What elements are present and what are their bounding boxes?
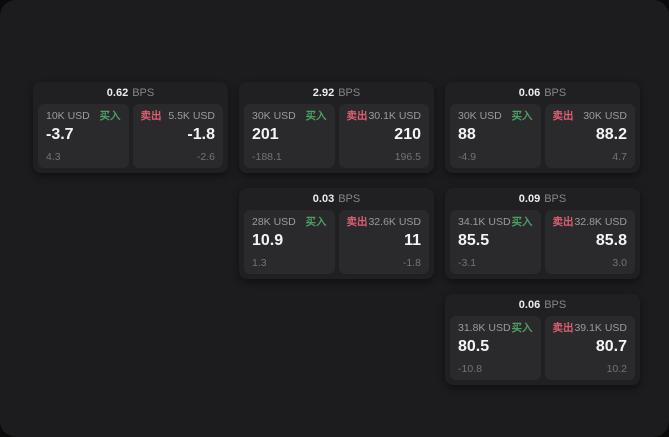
card-header: 0.06 BPS: [450, 82, 635, 104]
buy-amount: 30K USD: [252, 110, 296, 122]
sell-label: 卖出: [552, 322, 574, 334]
buy-price: 201: [252, 126, 279, 143]
sell-change: 4.7: [612, 151, 627, 163]
sell-price: 80.7: [595, 338, 627, 355]
sell-label: 卖出: [552, 110, 574, 122]
sell-label: 卖出: [346, 216, 368, 228]
buy-panel[interactable]: 31.8K USD 买入 80.5 -10.8: [450, 316, 541, 380]
sell-change: -1.8: [402, 257, 421, 269]
bps-value: 0.06: [518, 87, 541, 99]
sell-price: 88.2: [595, 126, 627, 143]
quote-card: 0.62 BPS 10K USD 买入 -3.7 4.3 卖出: [33, 82, 228, 173]
sell-amount: 5.5K USD: [168, 110, 215, 122]
buy-panel[interactable]: 30K USD 买入 201 -188.1: [244, 104, 335, 168]
bps-unit-label: BPS: [132, 87, 155, 99]
buy-price: 85.5: [458, 232, 490, 249]
sell-change: 10.2: [606, 363, 627, 375]
sell-price: 210: [394, 126, 421, 143]
buy-amount: 34.1K USD: [458, 216, 511, 228]
buy-price: 80.5: [458, 338, 490, 355]
bps-unit-label: BPS: [338, 193, 361, 205]
sell-label: 卖出: [346, 110, 368, 122]
quote-card: 0.03 BPS 28K USD 买入 10.9 1.3 卖出: [239, 188, 434, 279]
buy-change: 1.3: [252, 257, 267, 269]
sell-amount: 32.6K USD: [368, 216, 421, 228]
quote-card: 0.06 BPS 30K USD 买入 88 -4.9 卖出: [445, 82, 640, 173]
bps-unit-label: BPS: [338, 87, 361, 99]
buy-change: -10.8: [458, 363, 482, 375]
sell-label: 卖出: [140, 110, 162, 122]
bps-value: 0.03: [312, 193, 335, 205]
sell-amount: 30K USD: [583, 110, 627, 122]
panels-row: 10K USD 买入 -3.7 4.3 卖出 5.5K USD -1.8 -2.…: [38, 104, 223, 168]
sell-change: 3.0: [612, 257, 627, 269]
buy-panel[interactable]: 30K USD 买入 88 -4.9: [450, 104, 541, 168]
quote-card: 0.09 BPS 34.1K USD 买入 85.5 -3.1 卖出: [445, 188, 640, 279]
buy-amount: 30K USD: [458, 110, 502, 122]
sell-panel[interactable]: 卖出 32.6K USD 11 -1.8: [338, 210, 429, 274]
card-header: 2.92 BPS: [244, 82, 429, 104]
buy-price: -3.7: [46, 126, 74, 143]
buy-label: 买入: [511, 322, 533, 334]
sell-panel[interactable]: 卖出 39.1K USD 80.7 10.2: [544, 316, 635, 380]
sell-panel[interactable]: 卖出 5.5K USD -1.8 -2.6: [132, 104, 223, 168]
buy-price: 10.9: [252, 232, 284, 249]
bps-unit-label: BPS: [544, 299, 567, 311]
buy-label: 买入: [99, 110, 121, 122]
buy-change: -188.1: [252, 151, 282, 163]
buy-amount: 10K USD: [46, 110, 90, 122]
buy-label: 买入: [305, 110, 327, 122]
buy-price: 88: [458, 126, 476, 143]
bps-value: 0.62: [106, 87, 129, 99]
sell-price: 85.8: [595, 232, 627, 249]
buy-label: 买入: [511, 110, 533, 122]
buy-panel[interactable]: 28K USD 买入 10.9 1.3: [244, 210, 335, 274]
card-header: 0.09 BPS: [450, 188, 635, 210]
quote-card: 0.06 BPS 31.8K USD 买入 80.5 -10.8 卖: [445, 294, 640, 385]
buy-change: 4.3: [46, 151, 61, 163]
buy-label: 买入: [511, 216, 533, 228]
bps-value: 2.92: [312, 87, 335, 99]
sell-panel[interactable]: 卖出 30.1K USD 210 196.5: [338, 104, 429, 168]
buy-amount: 28K USD: [252, 216, 296, 228]
panels-row: 30K USD 买入 201 -188.1 卖出 30.1K USD 210 1…: [244, 104, 429, 168]
bps-value: 0.06: [518, 299, 541, 311]
buy-label: 买入: [305, 216, 327, 228]
bps-unit-label: BPS: [544, 193, 567, 205]
buy-panel[interactable]: 10K USD 买入 -3.7 4.3: [38, 104, 129, 168]
sell-amount: 30.1K USD: [368, 110, 421, 122]
sell-panel[interactable]: 卖出 32.8K USD 85.8 3.0: [544, 210, 635, 274]
sell-price: -1.8: [187, 126, 215, 143]
buy-change: -3.1: [458, 257, 477, 269]
quote-card: 2.92 BPS 30K USD 买入 201 -188.1 卖出: [239, 82, 434, 173]
panels-row: 30K USD 买入 88 -4.9 卖出 30K USD 88.2 4.7: [450, 104, 635, 168]
sell-panel[interactable]: 卖出 30K USD 88.2 4.7: [544, 104, 635, 168]
bps-value: 0.09: [518, 193, 541, 205]
sell-change: 196.5: [394, 151, 421, 163]
sell-label: 卖出: [552, 216, 574, 228]
sell-price: 11: [404, 232, 421, 249]
sell-change: -2.6: [196, 151, 215, 163]
panels-row: 28K USD 买入 10.9 1.3 卖出 32.6K USD 11 -1.8: [244, 210, 429, 274]
sell-amount: 39.1K USD: [574, 322, 627, 334]
panels-row: 34.1K USD 买入 85.5 -3.1 卖出 32.8K USD 85.8…: [450, 210, 635, 274]
card-header: 0.62 BPS: [38, 82, 223, 104]
buy-amount: 31.8K USD: [458, 322, 511, 334]
quote-cards-grid: 0.62 BPS 10K USD 买入 -3.7 4.3 卖出: [33, 82, 640, 385]
panels-row: 31.8K USD 买入 80.5 -10.8 卖出 39.1K USD 80.…: [450, 316, 635, 380]
card-header: 0.03 BPS: [244, 188, 429, 210]
bps-unit-label: BPS: [544, 87, 567, 99]
sell-amount: 32.8K USD: [574, 216, 627, 228]
buy-panel[interactable]: 34.1K USD 买入 85.5 -3.1: [450, 210, 541, 274]
buy-change: -4.9: [458, 151, 477, 163]
card-header: 0.06 BPS: [450, 294, 635, 316]
